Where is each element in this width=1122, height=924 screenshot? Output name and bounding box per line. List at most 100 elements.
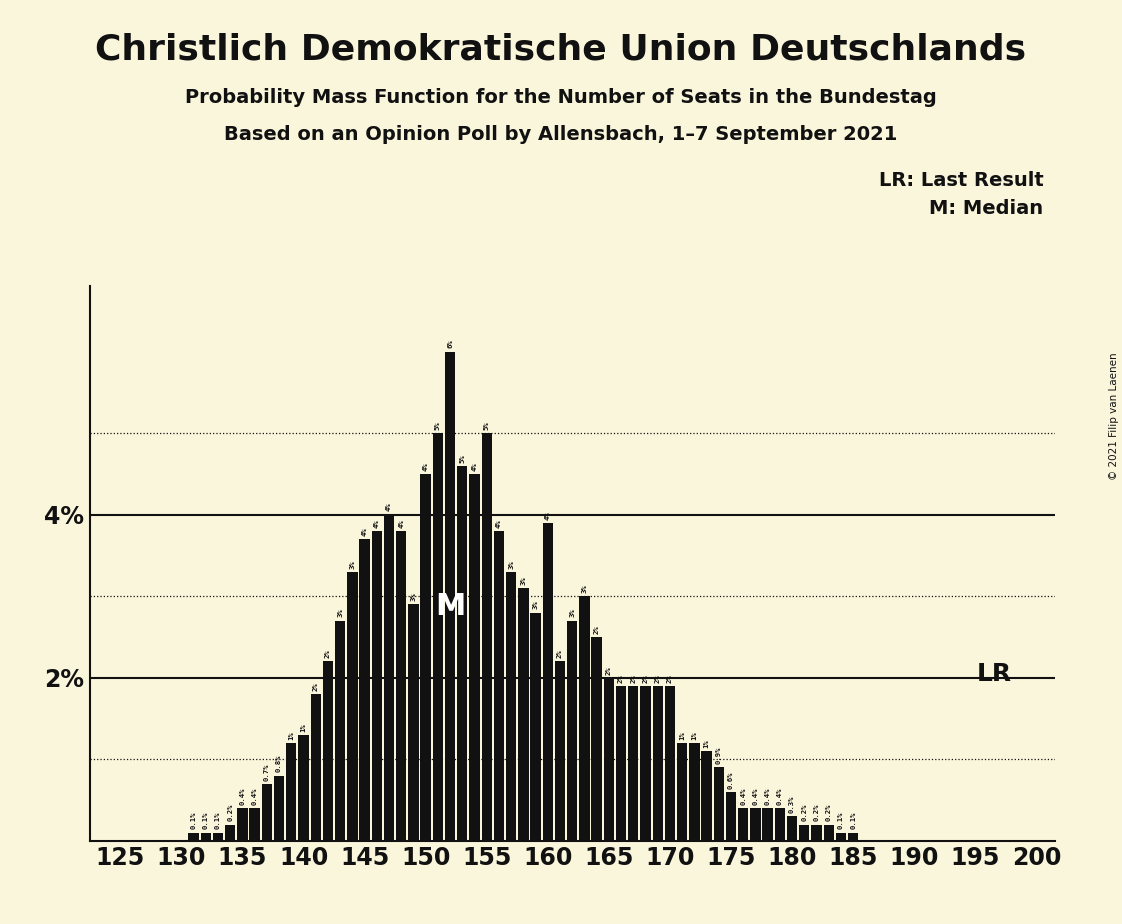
Bar [274,775,284,841]
Text: 0.2%: 0.2% [801,804,808,821]
Bar [616,686,626,841]
Bar [604,678,614,841]
Bar [445,352,456,841]
Text: 0.4%: 0.4% [753,787,758,805]
Bar [335,621,346,841]
Bar [408,604,419,841]
Text: 4%: 4% [374,519,379,528]
Bar [751,808,761,841]
Text: © 2021 Filip van Laenen: © 2021 Filip van Laenen [1110,352,1119,480]
Bar [774,808,785,841]
Text: 5%: 5% [435,421,441,430]
Text: 0.6%: 0.6% [728,772,734,789]
Text: 2%: 2% [313,682,319,691]
Text: 5%: 5% [484,421,489,430]
Bar [836,833,846,841]
Bar [726,792,736,841]
Bar [371,531,381,841]
Text: 2%: 2% [666,674,673,683]
Bar [323,662,333,841]
Bar [799,824,809,841]
Bar [763,808,773,841]
Bar [554,662,565,841]
Bar [653,686,663,841]
Bar [286,743,296,841]
Text: 0.4%: 0.4% [776,787,783,805]
Text: LR: LR [977,662,1012,686]
Bar [396,531,406,841]
Text: 4%: 4% [423,462,429,470]
Bar [689,743,699,841]
Text: M: Median: M: Median [929,199,1043,218]
Text: 0.1%: 0.1% [203,812,209,830]
Text: 4%: 4% [361,528,368,536]
Bar [201,833,211,841]
Text: LR: Last Result: LR: Last Result [879,171,1043,190]
Bar [811,824,821,841]
Bar [591,637,601,841]
Text: 4%: 4% [398,519,404,528]
Text: 2%: 2% [643,674,649,683]
Bar [701,751,711,841]
Text: 0.2%: 0.2% [813,804,819,821]
Bar [506,572,516,841]
Bar [469,474,480,841]
Text: 3%: 3% [411,592,416,602]
Text: 0.1%: 0.1% [838,812,844,830]
Text: 0.4%: 0.4% [741,787,746,805]
Bar [567,621,578,841]
Text: 4%: 4% [386,503,392,512]
Text: 2%: 2% [618,674,624,683]
Text: 0.1%: 0.1% [215,812,221,830]
Text: 0.7%: 0.7% [264,763,270,781]
Text: 2%: 2% [557,650,563,658]
Text: 5%: 5% [459,454,466,463]
Bar [714,768,724,841]
Bar [311,694,321,841]
Bar [518,588,528,841]
Text: 0.9%: 0.9% [716,747,721,764]
Text: 2%: 2% [606,666,611,675]
Bar [543,523,553,841]
Bar [359,540,370,841]
Text: 0.4%: 0.4% [251,787,258,805]
Text: 2%: 2% [655,674,661,683]
Text: 0.2%: 0.2% [228,804,233,821]
Text: 0.8%: 0.8% [276,755,282,772]
Bar [494,531,504,841]
Text: 1%: 1% [679,731,686,740]
Text: 3%: 3% [569,609,576,617]
Bar [824,824,834,841]
Bar [213,833,223,841]
Bar [664,686,675,841]
Bar [261,784,272,841]
Bar [579,596,590,841]
Text: M: M [435,591,466,621]
Bar [421,474,431,841]
Text: 3%: 3% [521,576,526,585]
Bar [628,686,638,841]
Text: 1%: 1% [288,731,294,740]
Text: 4%: 4% [545,511,551,519]
Bar [848,833,858,841]
Bar [249,808,260,841]
Bar [226,824,236,841]
Text: 1%: 1% [691,731,698,740]
Bar [457,466,468,841]
Bar [481,433,491,841]
Text: Christlich Demokratische Union Deutschlands: Christlich Demokratische Union Deutschla… [95,32,1027,67]
Text: 0.4%: 0.4% [765,787,771,805]
Text: 4%: 4% [496,519,502,528]
Text: 0.2%: 0.2% [826,804,831,821]
Text: 3%: 3% [533,601,539,609]
Text: 3%: 3% [349,560,356,568]
Text: 0.3%: 0.3% [789,796,795,813]
Bar [237,808,248,841]
Bar [188,833,199,841]
Bar [738,808,748,841]
Bar [641,686,651,841]
Bar [677,743,688,841]
Text: 2%: 2% [325,650,331,658]
Text: 6%: 6% [447,340,453,348]
Text: Probability Mass Function for the Number of Seats in the Bundestag: Probability Mass Function for the Number… [185,88,937,107]
